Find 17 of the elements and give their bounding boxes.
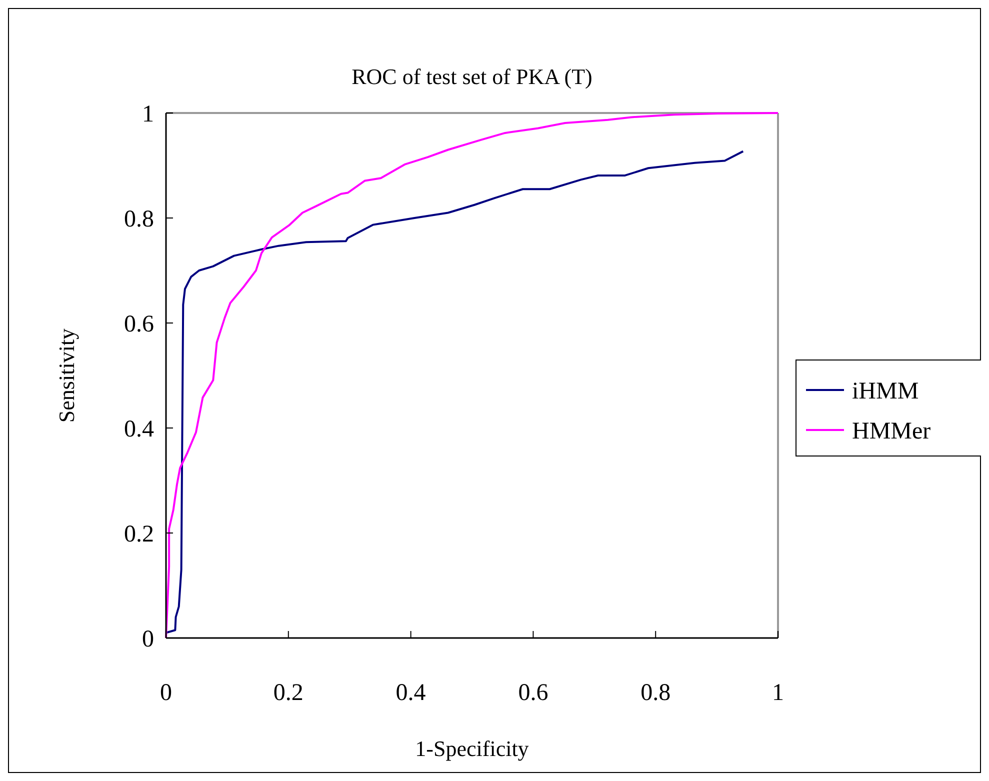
y-tick-label: 0.6 [124,311,154,338]
y-tick-label: 0.8 [124,206,154,232]
x-tick-label: 0.4 [396,680,426,706]
legend-label: iHMM [852,378,919,404]
y-axis-title: Sensitivity [54,328,79,423]
y-tick-label: 1 [142,101,154,128]
x-tick-label: 1 [772,680,784,706]
x-tick-label: 0.2 [273,680,304,706]
x-axis-title: 1-Specificity [415,736,529,761]
x-tick-label: 0 [160,680,172,706]
y-tick-label: 0.4 [124,416,154,442]
y-tick-label: 0.2 [124,521,154,548]
legend-label: HMMer [852,418,931,444]
chart-title: ROC of test set of PKA (T) [352,64,592,89]
x-tick-label: 0.8 [640,680,671,706]
y-tick-label: 0 [142,626,154,652]
x-tick-label: 0.6 [518,680,548,706]
